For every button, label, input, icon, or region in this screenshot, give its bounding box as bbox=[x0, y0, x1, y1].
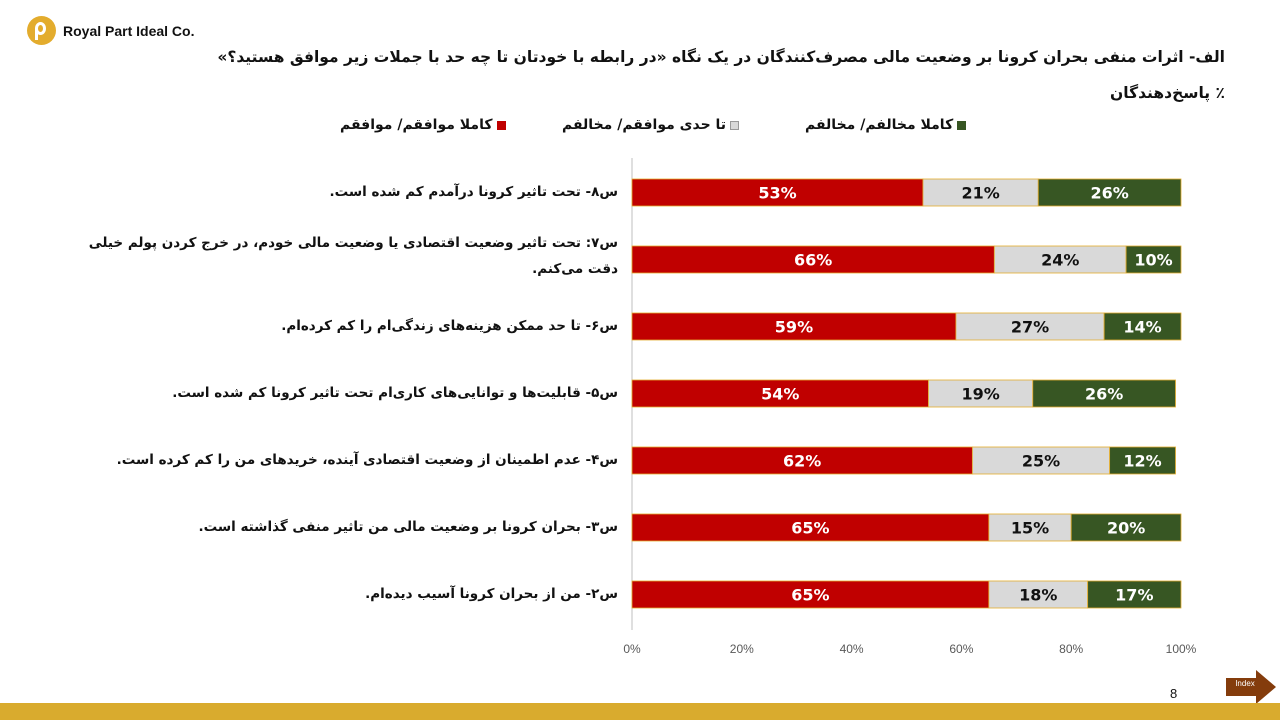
bar-disagree-6 bbox=[1087, 580, 1182, 609]
data-label-agree-2: 59% bbox=[775, 318, 813, 337]
bar-disagree-5 bbox=[1070, 513, 1182, 542]
legend-label-neutral: تا حدی موافقم/ مخالفم bbox=[562, 117, 727, 133]
page-number: 8 bbox=[1170, 686, 1178, 701]
data-label-disagree-5: 20% bbox=[1107, 519, 1145, 538]
question-label-q3: س۳- بحران کرونا بر وضعیت مالی من تاثیر م… bbox=[198, 519, 618, 535]
bar-disagree-0 bbox=[1037, 178, 1182, 207]
question-label-q5: س۵- قابلیت‌ها و توانایی‌های کاری‌ام تحت … bbox=[172, 385, 618, 401]
page-title: الف- اثرات منفی بحران کرونا بر وضعیت مال… bbox=[217, 39, 1225, 111]
x-tick-label: 0% bbox=[623, 642, 641, 656]
bar-neutral-4 bbox=[971, 446, 1111, 475]
legend-item-neutral: تا حدی موافقم/ مخالفم bbox=[562, 115, 740, 135]
arrow-right-icon bbox=[1226, 670, 1276, 704]
index-button[interactable] bbox=[1226, 669, 1276, 705]
bar-disagree-1 bbox=[1125, 245, 1182, 274]
bar-disagree-4 bbox=[1109, 446, 1176, 475]
data-label-disagree-4: 12% bbox=[1123, 452, 1161, 471]
bar-agree-2 bbox=[631, 312, 957, 341]
bar-neutral-5 bbox=[988, 513, 1072, 542]
data-label-disagree-0: 26% bbox=[1090, 184, 1128, 203]
legend-label-agree: کاملا موافقم/ موافقم bbox=[340, 117, 493, 133]
question-label-q2: س۲- من از بحران کرونا آسیب دیده‌ام. bbox=[365, 586, 618, 602]
data-label-disagree-2: 14% bbox=[1123, 318, 1161, 337]
bar-agree-0 bbox=[631, 178, 924, 207]
bar-disagree-3 bbox=[1032, 379, 1176, 408]
title-line-2: ٪ پاسخ‌دهندگان bbox=[1110, 84, 1225, 102]
title-line-1: الف- اثرات منفی بحران کرونا بر وضعیت مال… bbox=[217, 48, 1225, 66]
x-tick-label: 80% bbox=[1059, 642, 1083, 656]
bar-neutral-3 bbox=[928, 379, 1034, 408]
data-label-neutral-5: 15% bbox=[1011, 519, 1049, 538]
data-label-disagree-1: 10% bbox=[1134, 251, 1172, 270]
legend-label-disagree: کاملا مخالفم/ مخالفم bbox=[805, 117, 954, 133]
bar-neutral-0 bbox=[922, 178, 1039, 207]
data-label-neutral-1: 24% bbox=[1041, 251, 1079, 270]
data-label-disagree-6: 17% bbox=[1115, 586, 1153, 605]
data-label-neutral-2: 27% bbox=[1011, 318, 1049, 337]
data-label-neutral-6: 18% bbox=[1019, 586, 1057, 605]
question-label-q6: س۶- تا حد ممکن هزینه‌های زندگی‌ام را کم … bbox=[281, 318, 618, 334]
brand-name: Royal Part Ideal Co. bbox=[63, 22, 195, 39]
legend-swatch-disagree bbox=[957, 120, 967, 130]
bar-agree-4 bbox=[631, 446, 973, 475]
legend-item-disagree: کاملا مخالفم/ مخالفم bbox=[805, 115, 967, 135]
index-label: Index bbox=[1235, 679, 1255, 688]
brand-logo: Royal Part Ideal Co. bbox=[27, 16, 194, 45]
legend-swatch-neutral bbox=[730, 120, 740, 130]
data-label-agree-5: 65% bbox=[791, 519, 829, 538]
x-tick-label: 40% bbox=[840, 642, 864, 656]
x-tick-label: 60% bbox=[949, 642, 973, 656]
bar-neutral-6 bbox=[988, 580, 1089, 609]
bar-disagree-2 bbox=[1103, 312, 1182, 341]
footer-bar bbox=[0, 703, 1280, 720]
data-label-agree-4: 62% bbox=[783, 452, 821, 471]
bar-agree-3 bbox=[631, 379, 929, 408]
question-label-q7: س۷: تحت تاثیر وضعیت اقتصادی یا وضعیت مال… bbox=[88, 235, 618, 277]
bar-neutral-2 bbox=[955, 312, 1105, 341]
data-label-neutral-4: 25% bbox=[1022, 452, 1060, 471]
bar-agree-1 bbox=[631, 245, 995, 274]
logo-icon bbox=[27, 16, 56, 45]
data-label-agree-3: 54% bbox=[761, 385, 799, 404]
data-label-disagree-3: 26% bbox=[1085, 385, 1123, 404]
x-tick-label: 100% bbox=[1166, 642, 1197, 656]
legend-item-agree: کاملا موافقم/ موافقم bbox=[340, 115, 506, 135]
legend-swatch-agree bbox=[496, 120, 506, 130]
question-label-q4: س۴- عدم اطمینان از وضعیت اقتصادی آینده، … bbox=[116, 452, 618, 468]
data-label-agree-6: 65% bbox=[791, 586, 829, 605]
bar-neutral-1 bbox=[993, 245, 1127, 274]
bar-agree-5 bbox=[631, 513, 990, 542]
question-label-q8: س۸- تحت تاثیر کرونا درآمدم کم شده است. bbox=[329, 184, 618, 200]
data-label-agree-1: 66% bbox=[794, 251, 832, 270]
data-label-agree-0: 53% bbox=[758, 184, 796, 203]
x-tick-label: 20% bbox=[730, 642, 754, 656]
data-label-neutral-3: 19% bbox=[961, 385, 999, 404]
data-label-neutral-0: 21% bbox=[961, 184, 999, 203]
